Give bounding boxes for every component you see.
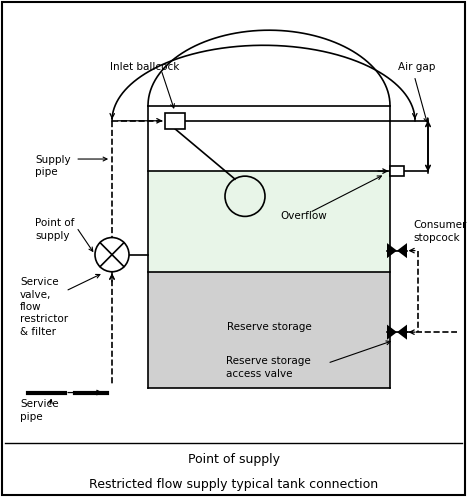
Bar	[148, 272, 390, 388]
Text: Supply
pipe: Supply pipe	[35, 155, 71, 177]
Text: Inlet ballcock: Inlet ballcock	[110, 63, 179, 73]
Bar	[165, 113, 185, 129]
Text: Point of supply: Point of supply	[187, 453, 280, 466]
Bar	[390, 166, 404, 176]
Text: Consumer
stopcock: Consumer stopcock	[413, 220, 467, 243]
Polygon shape	[397, 325, 407, 339]
Text: Overflow: Overflow	[280, 211, 327, 221]
Circle shape	[95, 238, 129, 272]
Text: Point of
supply: Point of supply	[35, 218, 74, 241]
Polygon shape	[397, 243, 407, 258]
Text: Service
pipe: Service pipe	[20, 400, 59, 422]
Text: Service
valve,
flow
restrictor
& filter: Service valve, flow restrictor & filter	[20, 277, 68, 337]
Text: Reserve storage
access valve: Reserve storage access valve	[226, 356, 311, 379]
Bar	[148, 171, 390, 272]
Text: Reserve storage: Reserve storage	[226, 322, 311, 332]
Text: Air gap: Air gap	[398, 63, 435, 73]
Polygon shape	[387, 325, 397, 339]
Text: Restricted flow supply typical tank connection: Restricted flow supply typical tank conn…	[89, 478, 378, 491]
Polygon shape	[387, 243, 397, 258]
